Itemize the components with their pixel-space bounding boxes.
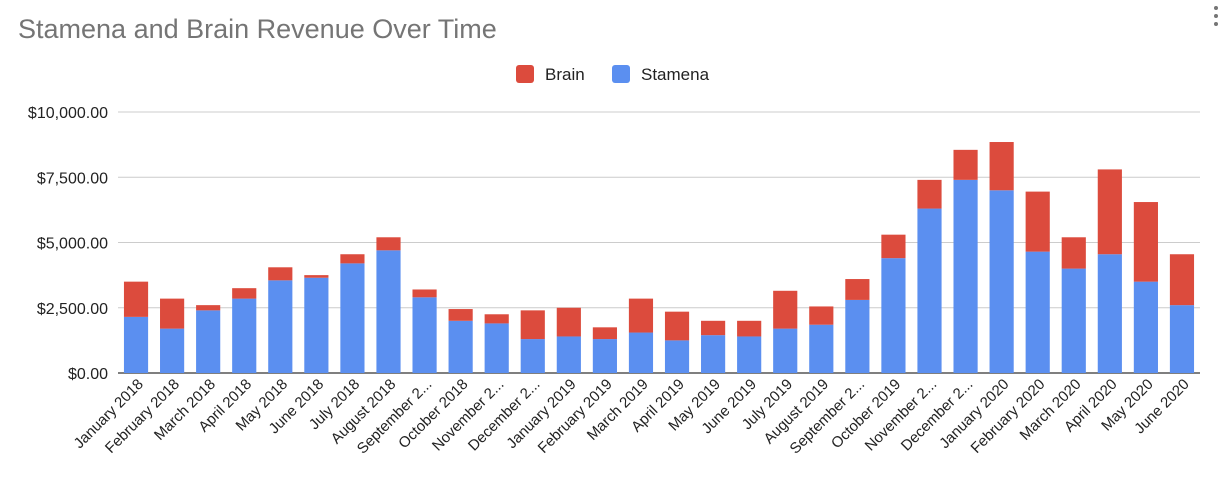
bar-brain[interactable] <box>1025 191 1050 252</box>
legend-swatch-brain <box>516 65 534 83</box>
bar-brain[interactable] <box>809 306 834 325</box>
bar-stamena[interactable] <box>664 340 690 373</box>
legend-swatch-stamena <box>612 65 630 83</box>
bar-stamena[interactable] <box>412 297 437 373</box>
bar-brain[interactable] <box>1133 202 1158 282</box>
chart-title: Stamena and Brain Revenue Over Time <box>18 14 497 44</box>
bar-stamena[interactable] <box>1061 268 1086 373</box>
bar-stamena[interactable] <box>953 179 978 373</box>
bar-brain[interactable] <box>376 237 401 251</box>
bar-stamena[interactable] <box>1097 254 1122 373</box>
bar-brain[interactable] <box>953 149 978 180</box>
bar-stamena[interactable] <box>196 310 221 373</box>
bar-stamena[interactable] <box>809 324 834 373</box>
bar-brain[interactable] <box>268 267 293 281</box>
bar-stamena[interactable] <box>1025 251 1050 373</box>
bar-stamena[interactable] <box>160 328 185 373</box>
bar-stamena[interactable] <box>268 280 293 373</box>
bar-brain[interactable] <box>448 309 473 321</box>
bar-brain[interactable] <box>232 288 257 299</box>
bar-stamena[interactable] <box>845 299 870 373</box>
bar-brain[interactable] <box>664 311 690 341</box>
legend: Brain Stamena <box>516 65 710 84</box>
legend-label-brain: Brain <box>545 65 585 84</box>
bar-brain[interactable] <box>520 310 545 340</box>
bar-brain[interactable] <box>917 179 942 209</box>
bar-brain[interactable] <box>1169 254 1195 306</box>
bar-stamena[interactable] <box>773 328 798 373</box>
bar-stamena[interactable] <box>484 323 509 373</box>
bar-stamena[interactable] <box>232 298 257 373</box>
more-vert-icon[interactable] <box>1209 6 1223 36</box>
bar-stamena[interactable] <box>520 339 545 373</box>
gridlines <box>118 111 1200 374</box>
bar-stamena[interactable] <box>123 316 149 373</box>
bar-brain[interactable] <box>628 298 654 333</box>
bar-stamena[interactable] <box>376 250 401 373</box>
y-tick-label: $0.00 <box>68 366 108 383</box>
bar-brain[interactable] <box>304 275 329 278</box>
bar-brain[interactable] <box>556 307 581 337</box>
bar-stamena[interactable] <box>737 336 762 373</box>
y-tick-label: $7,500.00 <box>37 170 108 187</box>
bar-brain[interactable] <box>340 254 365 264</box>
bar-stamena[interactable] <box>881 258 906 373</box>
bar-brain[interactable] <box>160 298 185 329</box>
bar-brain[interactable] <box>412 289 437 298</box>
bar-stamena[interactable] <box>628 332 654 373</box>
bar-brain[interactable] <box>881 234 906 259</box>
y-tick-label: $2,500.00 <box>37 301 108 318</box>
y-tick-label: $10,000.00 <box>28 105 108 122</box>
bars <box>123 142 1195 373</box>
bar-stamena[interactable] <box>304 277 329 373</box>
bar-brain[interactable] <box>196 305 221 311</box>
bar-brain[interactable] <box>845 279 870 300</box>
bar-stamena[interactable] <box>448 320 473 373</box>
bar-brain[interactable] <box>123 281 149 317</box>
y-axis: $0.00 $2,500.00 $5,000.00 $7,500.00 $10,000.… <box>28 105 108 383</box>
bar-stamena[interactable] <box>701 335 726 373</box>
bar-brain[interactable] <box>989 142 1014 191</box>
bar-brain[interactable] <box>1097 169 1122 255</box>
bar-brain[interactable] <box>1061 237 1086 269</box>
bar-stamena[interactable] <box>1133 281 1158 373</box>
bar-stamena[interactable] <box>989 190 1014 373</box>
legend-label-stamena: Stamena <box>641 65 710 84</box>
bar-brain[interactable] <box>592 327 617 340</box>
bar-brain[interactable] <box>737 320 762 337</box>
bar-brain[interactable] <box>484 314 509 324</box>
bar-stamena[interactable] <box>1169 305 1195 373</box>
bar-stamena[interactable] <box>592 339 617 373</box>
bar-stamena[interactable] <box>917 208 942 373</box>
bar-brain[interactable] <box>701 320 726 336</box>
y-tick-label: $5,000.00 <box>37 236 108 253</box>
bar-stamena[interactable] <box>340 263 365 373</box>
bar-stamena[interactable] <box>556 336 581 373</box>
bar-brain[interactable] <box>773 290 798 329</box>
